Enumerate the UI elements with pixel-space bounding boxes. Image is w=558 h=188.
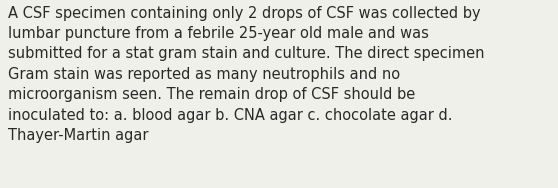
Text: A CSF specimen containing only 2 drops of CSF was collected by
lumbar puncture f: A CSF specimen containing only 2 drops o… (8, 6, 485, 143)
